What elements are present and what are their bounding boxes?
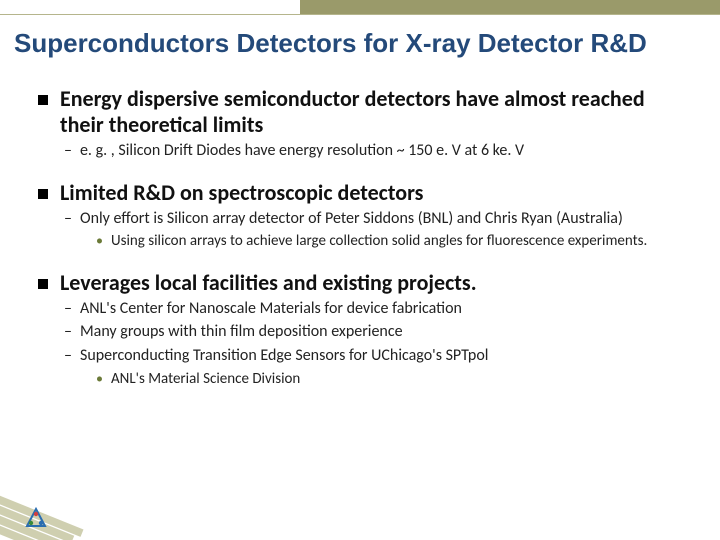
dash-bullet-icon: –	[64, 346, 72, 367]
dash-bullet-icon: –	[64, 209, 72, 230]
bullet-text: ANL's Material Science Division	[111, 370, 300, 389]
dash-bullet-icon: –	[64, 299, 72, 320]
bullet-text: Only effort is Silicon array detector of…	[80, 209, 623, 229]
bullet-text: Energy dispersive semiconductor detector…	[60, 86, 690, 138]
triangle-logo-icon	[24, 506, 48, 530]
slide-title: Superconductors Detectors for X-ray Dete…	[14, 28, 706, 59]
bullet-level-1: Leverages local facilities and existing …	[38, 270, 690, 296]
square-bullet-icon	[38, 189, 48, 199]
square-bullet-icon	[38, 95, 48, 105]
spacer	[38, 254, 690, 264]
spacer	[38, 164, 690, 174]
bullet-text: Leverages local facilities and existing …	[60, 270, 477, 296]
square-bullet-icon	[38, 279, 48, 289]
bullet-level-2: – Many groups with thin film deposition …	[64, 322, 690, 343]
bullet-text: Using silicon arrays to achieve large co…	[111, 232, 647, 251]
dot-bullet-icon: •	[96, 370, 103, 388]
bullet-level-1: Limited R&D on spectroscopic detectors	[38, 180, 690, 206]
bullet-level-3: • ANL's Material Science Division	[96, 370, 690, 389]
bullet-text: Limited R&D on spectroscopic detectors	[60, 180, 423, 206]
dash-bullet-icon: –	[64, 322, 72, 343]
top-accent-bar	[300, 0, 720, 14]
bullet-level-2: – Only effort is Silicon array detector …	[64, 209, 690, 230]
corner-decoration	[0, 480, 120, 540]
bullet-level-2: – ANL's Center for Nanoscale Materials f…	[64, 299, 690, 320]
slide: Superconductors Detectors for X-ray Dete…	[0, 0, 720, 540]
bullet-level-3: • Using silicon arrays to achieve large …	[96, 232, 690, 251]
top-accent-line	[0, 14, 720, 15]
slide-content: Energy dispersive semiconductor detector…	[38, 80, 690, 391]
bullet-level-1: Energy dispersive semiconductor detector…	[38, 86, 690, 138]
dot-bullet-icon: •	[96, 232, 103, 250]
bullet-text: e. g. , Silicon Drift Diodes have energy…	[80, 141, 524, 161]
bullet-level-2: – Superconducting Transition Edge Sensor…	[64, 346, 690, 367]
dash-bullet-icon: –	[64, 141, 72, 162]
bullet-text: ANL's Center for Nanoscale Materials for…	[80, 299, 462, 319]
bullet-text: Many groups with thin film deposition ex…	[80, 322, 403, 342]
bullet-level-2: – e. g. , Silicon Drift Diodes have ener…	[64, 141, 690, 162]
bullet-text: Superconducting Transition Edge Sensors …	[80, 346, 488, 366]
